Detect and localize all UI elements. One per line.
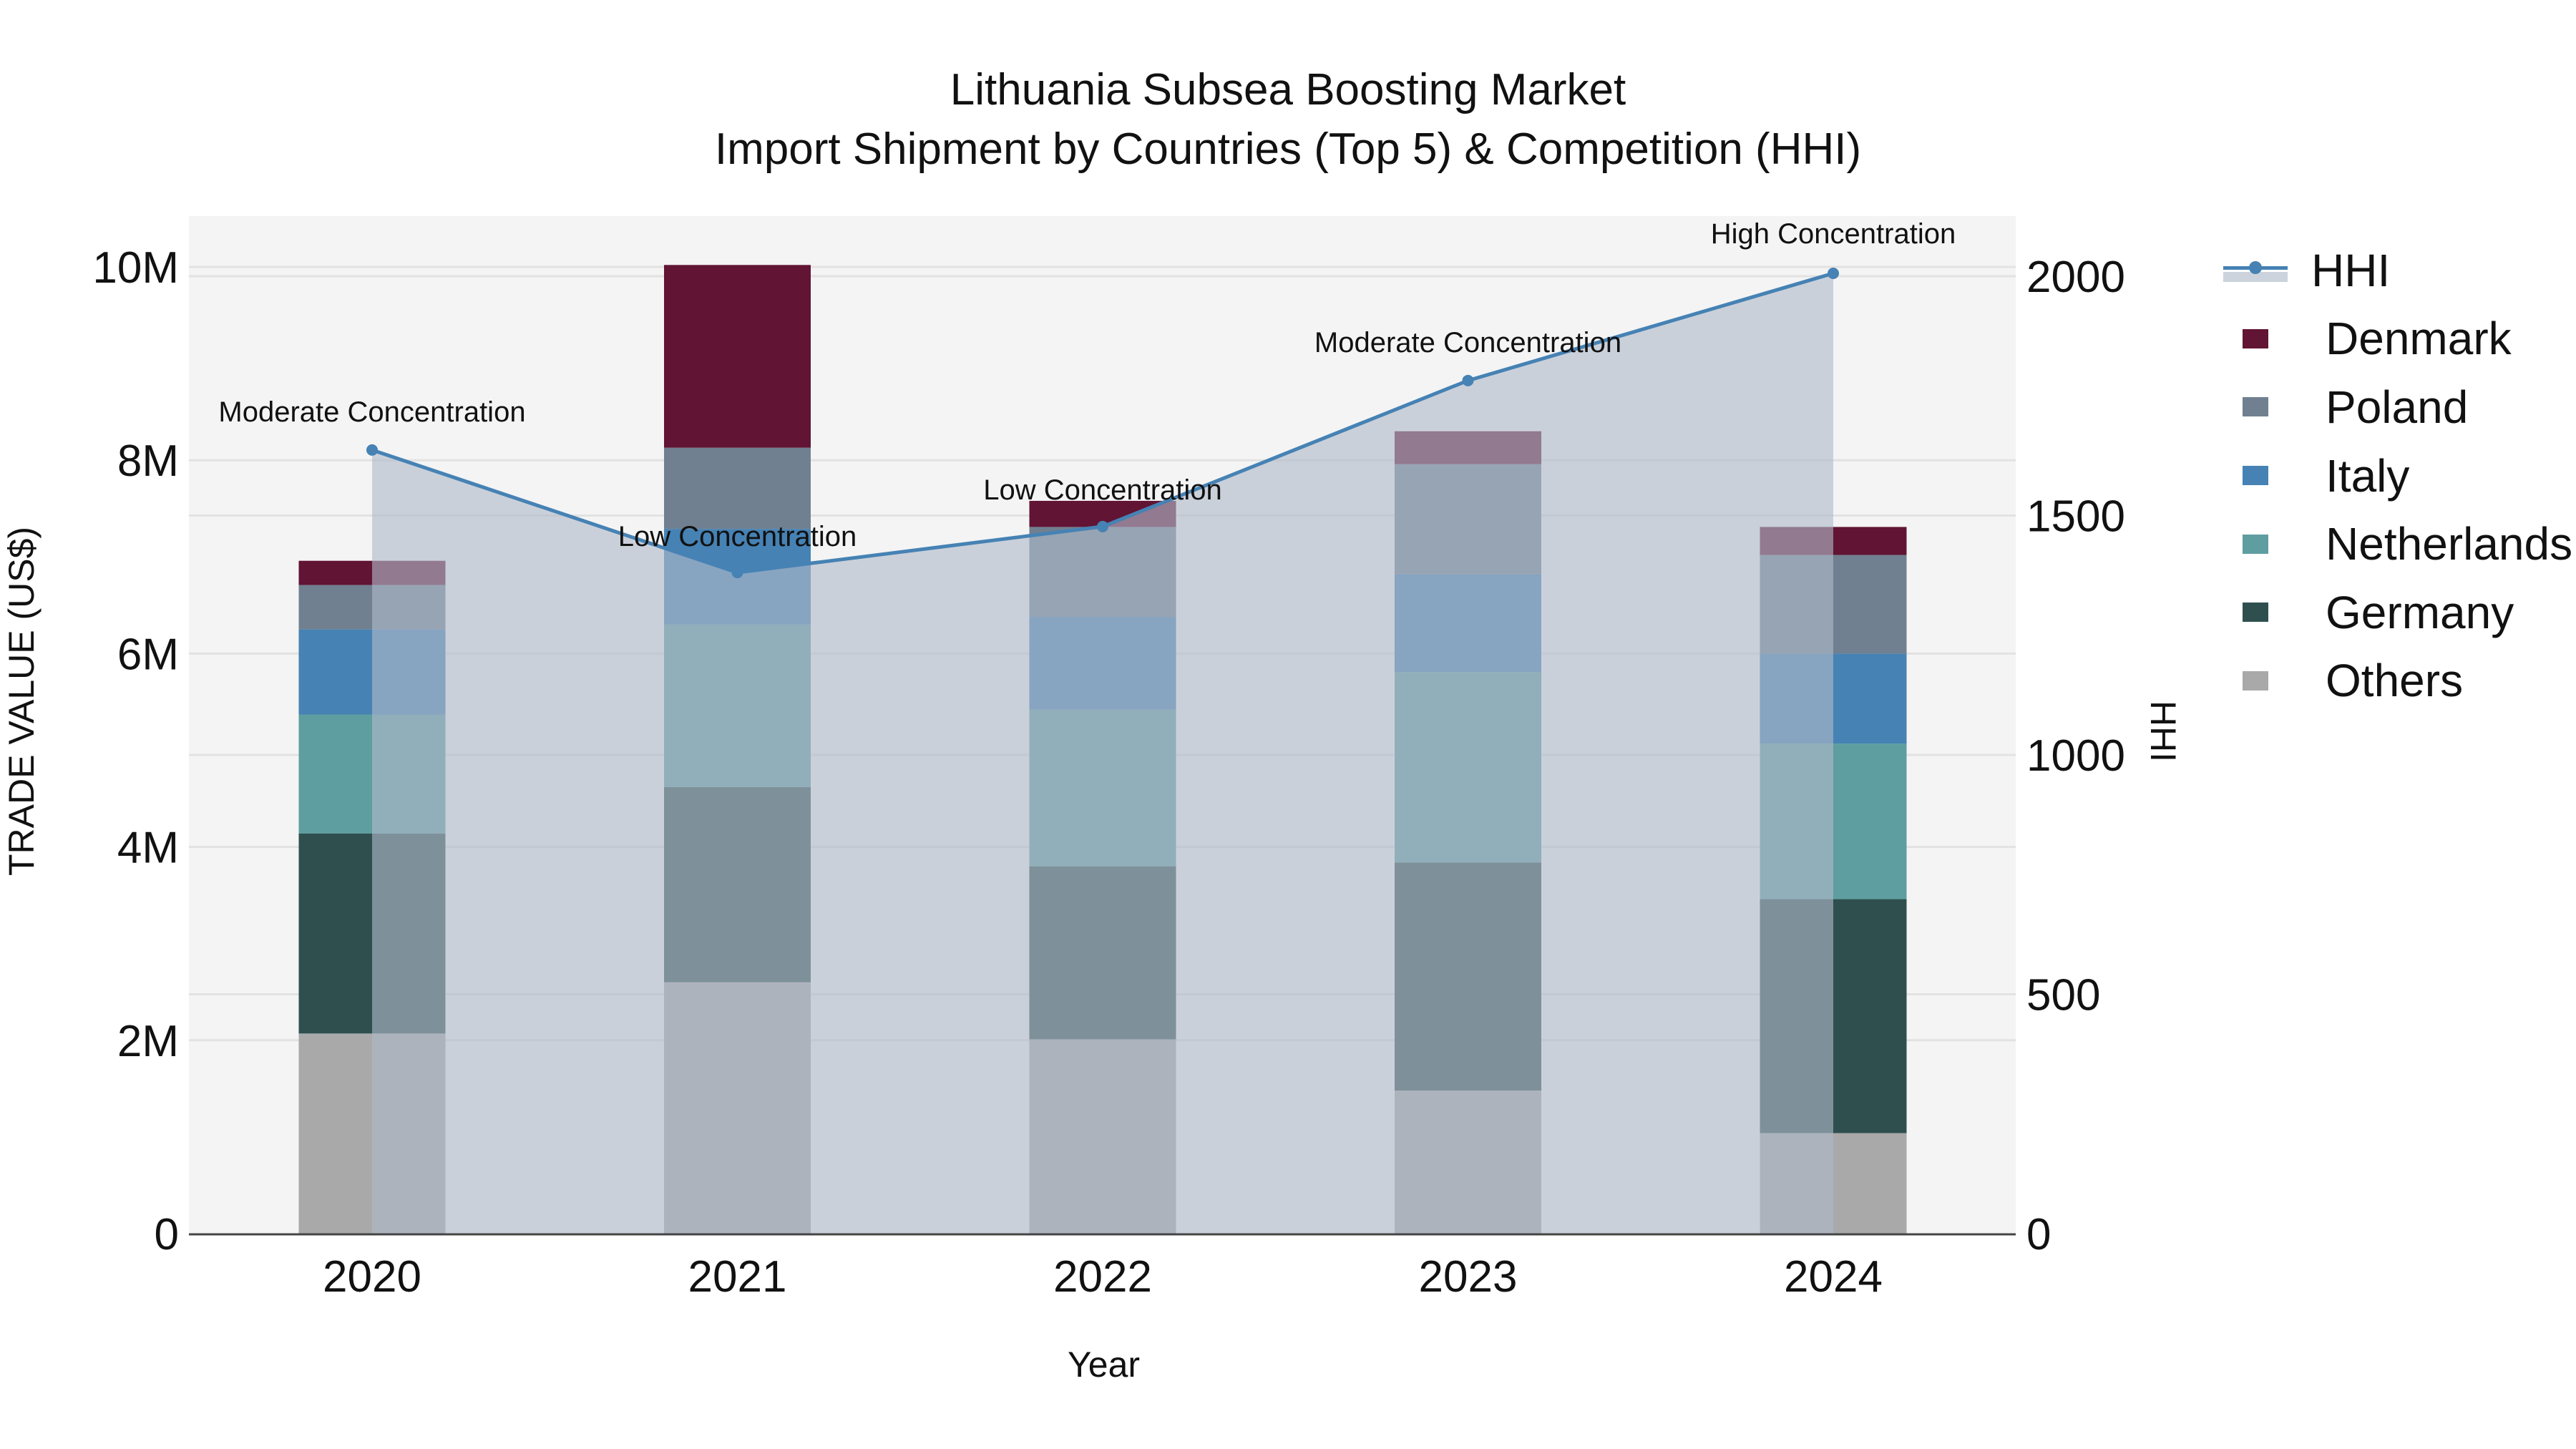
y-tick-label: 6M (117, 630, 179, 679)
legend-label: Italy (2326, 449, 2410, 502)
hhi-point[interactable] (1097, 520, 1108, 532)
legend-item-denmark[interactable]: Denmark (2218, 305, 2572, 374)
hhi-annotation: Low Concentration (618, 521, 857, 552)
legend-label: Germany (2326, 586, 2514, 638)
x-axis-ticks: 2020 2021 2022 2023 2024 (323, 1252, 1883, 1302)
hhi-annotation: High Concentration (1711, 218, 1956, 250)
y2-tick-label: 2000 (2026, 253, 2125, 302)
legend-item-others[interactable]: Others (2218, 647, 2572, 716)
hhi-area (372, 273, 1833, 1234)
y2-tick-label: 500 (2026, 971, 2100, 1020)
legend-label: Others (2326, 655, 2464, 707)
y-axis-left-title: TRADE VALUE (US$) (1, 526, 42, 876)
x-tick-label: 2022 (1053, 1252, 1152, 1302)
hhi-annotation: Moderate Concentration (218, 396, 525, 428)
y-tick-label: 10M (92, 243, 179, 293)
y-axis-right-title: HHI (2143, 701, 2183, 763)
hhi-annotation: Low Concentration (983, 474, 1222, 506)
y-tick-label: 2M (117, 1017, 179, 1066)
hhi-area-fill (372, 273, 1833, 1234)
legend: HHI Denmark Poland Italy Netherlands Ger… (2218, 236, 2572, 715)
color-swatch-icon (2243, 670, 2268, 691)
x-axis-title: Year (1068, 1345, 1141, 1385)
color-swatch-icon (2243, 602, 2268, 623)
y-tick-label: 8M (117, 436, 179, 486)
hhi-point[interactable] (1462, 374, 1474, 386)
hhi-point[interactable] (1828, 267, 1839, 279)
legend-item-hhi[interactable]: HHI (2218, 236, 2572, 305)
chart-title-line2: Import Shipment by Countries (Top 5) & C… (714, 125, 1862, 174)
x-tick-label: 2020 (323, 1252, 421, 1302)
bar-segment-denmark[interactable] (664, 265, 811, 448)
legend-label: Poland (2326, 381, 2469, 433)
legend-label: Denmark (2326, 313, 2512, 365)
y2-tick-label: 0 (2026, 1210, 2051, 1259)
x-tick-label: 2024 (1784, 1252, 1883, 1302)
color-swatch-icon (2243, 397, 2268, 417)
legend-item-poland[interactable]: Poland (2218, 373, 2572, 441)
y-tick-label: 4M (117, 824, 179, 873)
hhi-point[interactable] (731, 567, 743, 579)
x-tick-label: 2023 (1419, 1252, 1518, 1302)
chart-title-line1: Lithuania Subsea Boosting Market (950, 65, 1626, 114)
y2-tick-label: 1500 (2026, 492, 2125, 542)
legend-item-italy[interactable]: Italy (2218, 441, 2572, 510)
line-marker-icon (2218, 256, 2288, 285)
hhi-annotations: Moderate Concentration Low Concentration L… (218, 218, 1956, 552)
hhi-line (366, 267, 1839, 579)
legend-item-germany[interactable]: Germany (2218, 578, 2572, 647)
color-swatch-icon (2243, 466, 2268, 486)
y2-tick-label: 1000 (2026, 731, 2125, 781)
x-tick-label: 2021 (688, 1252, 787, 1302)
color-swatch-icon (2243, 534, 2268, 554)
y-axis-right-ticks: 0 500 1000 1500 2000 (2026, 253, 2125, 1259)
y-axis-left-ticks: 0 2M 4M 6M 8M 10M (92, 243, 179, 1259)
bar-segment-poland[interactable] (664, 447, 811, 530)
color-swatch-icon (2243, 328, 2268, 348)
legend-label: HHI (2311, 244, 2391, 296)
y-tick-label: 0 (155, 1210, 179, 1259)
hhi-point[interactable] (366, 444, 378, 456)
hhi-annotation: Moderate Concentration (1314, 327, 1621, 358)
legend-item-netherlands[interactable]: Netherlands (2218, 509, 2572, 578)
legend-label: Netherlands (2326, 518, 2573, 570)
